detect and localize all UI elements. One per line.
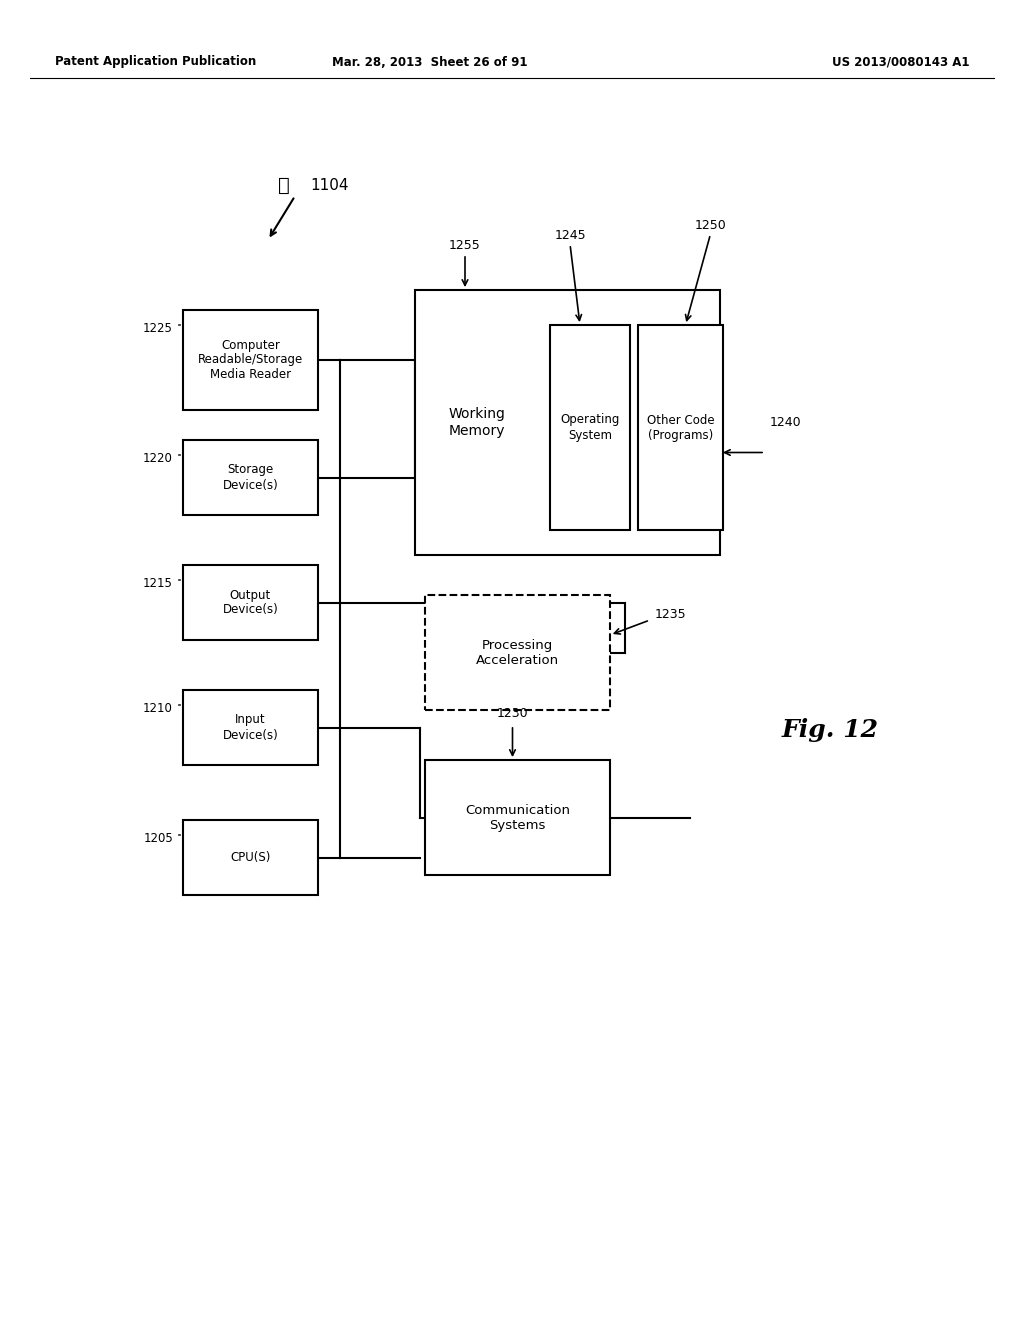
Text: Processing
Acceleration: Processing Acceleration [476, 639, 559, 667]
Bar [550, 325, 630, 531]
Text: 1240: 1240 [770, 416, 802, 429]
Bar [183, 690, 318, 766]
Text: 1225: 1225 [143, 322, 173, 335]
Bar [415, 290, 720, 554]
Text: 1210: 1210 [143, 702, 173, 715]
Bar [425, 595, 610, 710]
Text: Fig. 12: Fig. 12 [781, 718, 879, 742]
Text: 1235: 1235 [655, 609, 687, 622]
Text: 1250: 1250 [694, 219, 726, 232]
Text: Output
Device(s): Output Device(s) [222, 589, 279, 616]
Bar [183, 310, 318, 411]
Text: Storage
Device(s): Storage Device(s) [222, 463, 279, 491]
Bar [183, 440, 318, 515]
Text: 1245: 1245 [554, 228, 586, 242]
Text: 1205: 1205 [143, 832, 173, 845]
Text: Operating
System: Operating System [560, 413, 620, 441]
Text: 1255: 1255 [450, 239, 481, 252]
Bar [183, 565, 318, 640]
Bar [183, 820, 318, 895]
Text: 1230: 1230 [497, 708, 528, 719]
Text: 1104: 1104 [310, 177, 348, 193]
Text: CPU(S): CPU(S) [230, 851, 270, 865]
Text: Patent Application Publication: Patent Application Publication [55, 55, 256, 69]
Text: 1215: 1215 [143, 577, 173, 590]
Text: 1220: 1220 [143, 451, 173, 465]
Text: Input
Device(s): Input Device(s) [222, 714, 279, 742]
Text: Mar. 28, 2013  Sheet 26 of 91: Mar. 28, 2013 Sheet 26 of 91 [332, 55, 527, 69]
Text: Communication
Systems: Communication Systems [465, 804, 570, 832]
Text: US 2013/0080143 A1: US 2013/0080143 A1 [833, 55, 970, 69]
Text: Working
Memory: Working Memory [449, 408, 506, 438]
Text: Other Code
(Programs): Other Code (Programs) [647, 413, 715, 441]
Bar [425, 760, 610, 875]
Bar [638, 325, 723, 531]
Text: Computer
Readable/Storage
Media Reader: Computer Readable/Storage Media Reader [198, 338, 303, 381]
Text: ⸏: ⸏ [279, 176, 290, 194]
